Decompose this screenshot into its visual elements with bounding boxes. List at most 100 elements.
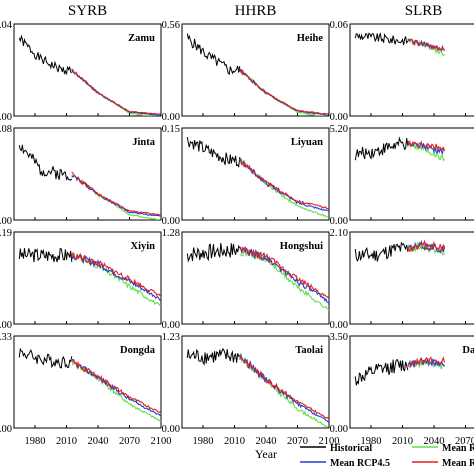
historical-line [354, 136, 409, 161]
panel-label: Dahae [462, 345, 474, 356]
historical-line [18, 347, 73, 369]
historical-line [186, 33, 241, 76]
column-title: SLRB [405, 3, 443, 19]
x-tick-label: 2040 [256, 436, 277, 447]
panel-frame [13, 23, 162, 117]
historical-line [18, 144, 73, 181]
y-tick-label-top: 3.50 [330, 332, 348, 343]
panel-label: Heihe [297, 33, 324, 44]
panel-frame [13, 335, 162, 429]
panel-label: Jinta [132, 137, 156, 148]
y-tick-label-top: 1.23 [162, 332, 180, 343]
y-tick-label-bottom: 0.00 [330, 112, 348, 123]
legend-label: Mean R [442, 443, 474, 454]
panel-taolai: 1.23 0.00 Taolai [162, 332, 330, 435]
y-tick-label-top: 2.10 [330, 228, 348, 239]
historical-line [354, 358, 409, 386]
y-tick-label-top: .19 [0, 228, 12, 239]
x-tick-label: 2040 [424, 436, 445, 447]
y-tick-label-bottom: 0.00 [162, 216, 180, 227]
rcp26-line [239, 69, 329, 117]
rcp85-line [239, 68, 330, 116]
y-tick-label-bottom: .00 [0, 424, 12, 435]
panel-frame [181, 127, 330, 221]
panel-sh: 0.060.00Sh [330, 20, 474, 123]
panel-dahae: 3.50 0.00 Dahae [330, 332, 474, 435]
y-tick-label-top: 0.06 [330, 20, 348, 31]
x-tick-label: 2010 [56, 436, 77, 447]
rcp26-line [239, 352, 330, 429]
y-tick-label-bottom: 0.00 [0, 112, 12, 123]
rcp45-line [71, 253, 162, 301]
panel-frame [181, 23, 330, 117]
panel-heihe: 0.56 0.00 Heihe [162, 20, 330, 123]
panel-zamu: .04 0.00 Zamu [0, 20, 162, 123]
panel-label: Xiyin [130, 241, 155, 252]
x-tick-label: 2070 [287, 436, 308, 447]
rcp26-line [239, 248, 330, 311]
legend-label: Mean RCP4.5 [330, 458, 390, 469]
panel-label: Zamu [128, 33, 155, 44]
y-tick-label-bottom: 0.00 [162, 112, 180, 123]
panel-label: Taolai [295, 345, 323, 356]
x-axis-label: Year [255, 447, 277, 461]
x-tick-label: 1980 [361, 436, 382, 447]
panel-frame [181, 335, 330, 429]
rcp85-line [407, 38, 445, 52]
rcp85-line [239, 246, 330, 299]
y-tick-label-bottom: 0.00 [162, 424, 180, 435]
rcp26-line [71, 68, 161, 117]
panel-label: Liyuan [291, 137, 323, 148]
historical-line [186, 137, 241, 168]
rcp45-line [71, 358, 162, 417]
y-tick-label-top: 0.56 [162, 20, 180, 31]
column-titles: SYRB HHRB SLRB [68, 3, 442, 19]
rcp85-line [407, 239, 446, 253]
rcp45-line [71, 175, 162, 217]
panel-frame [349, 335, 474, 429]
rcp45-line [239, 157, 330, 212]
x-tick-label: 2100 [319, 436, 340, 447]
panel-hongshui: 1.28 0.00 Hongshui [162, 228, 330, 331]
rcp85-line [71, 69, 162, 116]
legend-label: Historical [330, 443, 372, 454]
y-tick-label-top: .04 [0, 20, 13, 31]
y-tick-label-bottom: 0.00 [162, 320, 180, 331]
panel-dongda: .33 .00 Dongda [0, 332, 162, 435]
legend-label: Mean R [442, 458, 474, 469]
y-tick-label-top: .08 [0, 124, 12, 135]
historical-line [186, 243, 241, 263]
legend: Historical Mean R Mean RCP4.5 Mean R [300, 443, 474, 469]
rcp85-line [71, 358, 162, 414]
rcp45-line [239, 68, 330, 117]
x-tick-label: 2070 [119, 436, 140, 447]
rcp85-line [407, 356, 446, 368]
y-tick-label-top: 0.15 [162, 124, 180, 135]
x-tick-label: 2100 [151, 436, 172, 447]
x-tick-label: 2010 [392, 436, 413, 447]
panel-xiyin: .19 .00 Xiyin [0, 228, 162, 331]
x-tick-label: 2070 [455, 436, 474, 447]
historical-line [186, 347, 241, 366]
historical-line [18, 34, 73, 75]
panel-frame [349, 231, 474, 325]
column-title: SYRB [68, 3, 107, 19]
historical-line [18, 247, 73, 263]
panel-s: 5.200.00S [330, 124, 474, 227]
panel-label: Hongshui [280, 241, 323, 252]
rcp85-line [239, 355, 330, 420]
rcp85-line [239, 159, 330, 210]
panel-frame [13, 231, 162, 325]
rcp85-line [71, 171, 162, 216]
y-tick-label-bottom: 0.00 [330, 424, 348, 435]
rcp85-line [407, 139, 446, 153]
y-tick-label-bottom: .00 [0, 320, 12, 331]
panel-jinta: .08 0.00 Jinta [0, 124, 162, 227]
panel-label: Dongda [120, 345, 156, 356]
rcp26-line [71, 253, 162, 307]
y-tick-label-bottom: 0.00 [0, 216, 12, 227]
x-tick-label: 2010 [224, 436, 245, 447]
rcp85-line [71, 252, 162, 298]
